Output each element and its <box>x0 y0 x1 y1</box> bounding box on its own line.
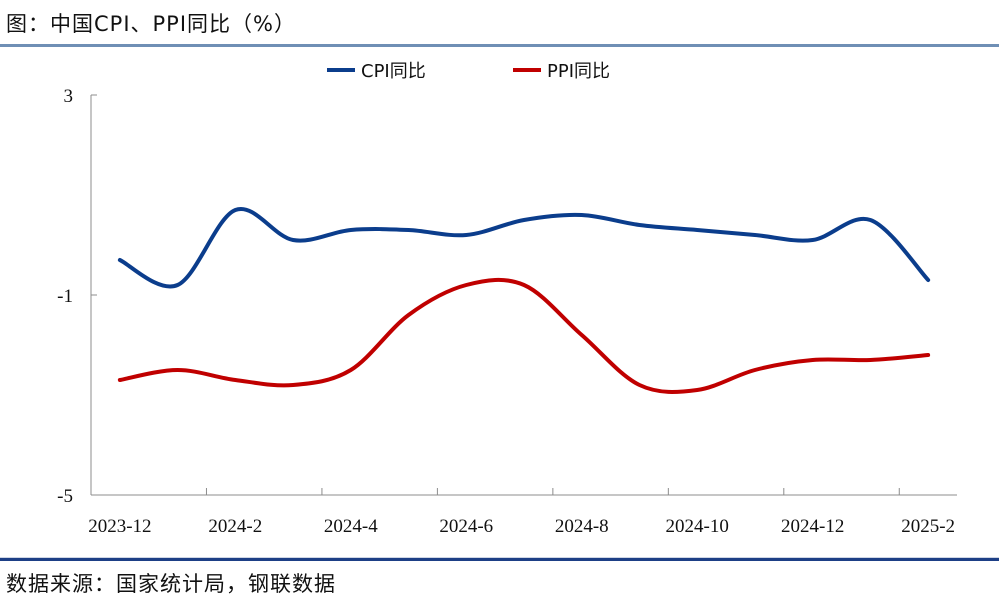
legend-label: PPI同比 <box>547 61 610 82</box>
bottom-divider <box>0 557 999 561</box>
x-tick-label: 2024-2 <box>208 516 262 537</box>
x-tick-label: 2024-8 <box>555 516 609 537</box>
legend: CPI同比 PPI同比 <box>327 61 610 82</box>
x-tick-label: 2024-6 <box>439 516 493 537</box>
x-tick-label: 2025-2 <box>901 516 955 537</box>
data-source-note: 数据来源：国家统计局，钢联数据 <box>6 572 336 596</box>
y-tick-label: -1 <box>57 286 73 307</box>
series-lines <box>117 206 931 394</box>
y-tick-label: 3 <box>64 86 74 107</box>
chart-title: 图：中国CPI、PPI同比（%） <box>6 12 296 36</box>
series-line <box>117 206 931 289</box>
x-tick-label: 2023-12 <box>88 516 151 537</box>
x-tick-label: 2024-10 <box>666 516 729 537</box>
legend-label: CPI同比 <box>361 61 426 82</box>
top-divider <box>0 44 999 47</box>
x-tick-label: 2024-4 <box>324 516 378 537</box>
x-tick-label: 2024-12 <box>781 516 844 537</box>
y-tick-label: -5 <box>57 486 73 507</box>
axes: 3 -1 -5 2023-12 2024-2 2024-4 2024-6 2024-8 2024… <box>57 86 957 537</box>
series-line <box>117 278 931 394</box>
